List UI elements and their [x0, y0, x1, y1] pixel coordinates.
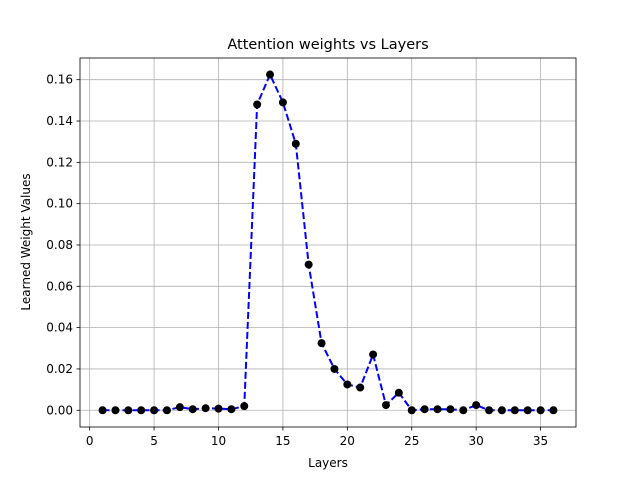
data-point — [111, 406, 120, 415]
data-point — [188, 405, 197, 414]
x-tick-label: 0 — [86, 434, 94, 448]
data-point — [137, 406, 146, 415]
data-point — [291, 139, 300, 148]
y-tick-label: 0.12 — [46, 155, 73, 169]
x-tick-label: 15 — [275, 434, 290, 448]
chart-title: Attention weights vs Layers — [227, 37, 428, 53]
data-point — [369, 350, 378, 359]
data-point — [459, 406, 468, 415]
data-point — [317, 339, 326, 348]
y-tick-label: 0.04 — [46, 321, 73, 335]
data-point — [510, 406, 519, 415]
data-point — [381, 401, 390, 410]
x-tick-label: 25 — [404, 434, 419, 448]
data-point — [330, 364, 339, 373]
data-point — [214, 404, 223, 413]
data-point — [420, 405, 429, 414]
x-tick-label: 20 — [340, 434, 355, 448]
data-point — [536, 406, 545, 415]
data-point — [175, 403, 184, 412]
data-point — [523, 406, 532, 415]
x-axis-label: Layers — [308, 456, 348, 470]
data-point — [446, 405, 455, 414]
y-tick-label: 0.10 — [46, 197, 73, 211]
y-tick-label: 0.08 — [46, 238, 73, 252]
x-tick-label: 30 — [469, 434, 484, 448]
y-tick-label: 0.06 — [46, 279, 73, 293]
data-point — [266, 70, 275, 79]
y-axis-label: Learned Weight Values — [19, 173, 33, 310]
data-point — [253, 100, 262, 109]
x-tick-label: 10 — [211, 434, 226, 448]
data-point — [162, 406, 171, 415]
data-point — [227, 405, 236, 414]
y-tick-label: 0.16 — [46, 73, 73, 87]
data-point — [124, 406, 133, 415]
data-point — [549, 406, 558, 415]
data-point — [433, 405, 442, 414]
y-tick-label: 0.02 — [46, 362, 73, 376]
data-point — [150, 406, 159, 415]
data-point — [472, 401, 481, 410]
plot-frame — [79, 57, 577, 428]
data-point — [278, 98, 287, 107]
data-point — [407, 406, 416, 415]
data-point — [497, 406, 506, 415]
data-point — [394, 388, 403, 397]
data-point — [201, 404, 210, 413]
data-point — [240, 402, 249, 411]
y-tick-label: 0.14 — [46, 114, 73, 128]
x-tick-label: 5 — [150, 434, 158, 448]
data-point — [343, 380, 352, 389]
data-point — [304, 260, 313, 269]
data-point — [485, 406, 494, 415]
data-point — [98, 406, 107, 415]
x-tick-label: 35 — [533, 434, 548, 448]
y-tick-label: 0.00 — [46, 403, 73, 417]
data-point — [356, 383, 365, 392]
